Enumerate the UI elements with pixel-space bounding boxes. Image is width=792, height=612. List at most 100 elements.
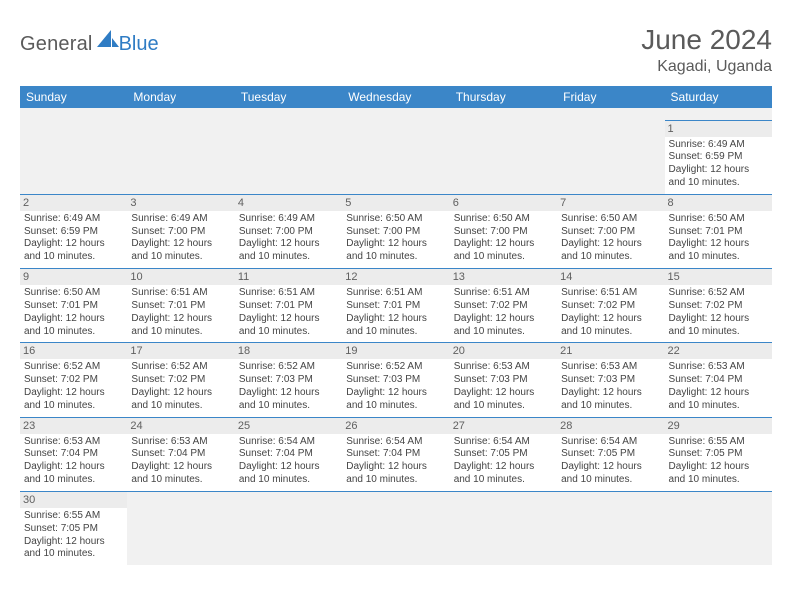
day-cell <box>127 120 234 194</box>
day-cell <box>557 120 664 194</box>
sun-info: Sunrise: 6:50 AMSunset: 7:00 PMDaylight:… <box>346 213 445 264</box>
col-thursday: Thursday <box>450 86 557 108</box>
day-number: 10 <box>127 269 234 285</box>
week-row: 16Sunrise: 6:52 AMSunset: 7:02 PMDayligh… <box>20 343 772 417</box>
daylight-line: Daylight: 12 hours and 10 minutes. <box>561 461 660 487</box>
sun-info: Sunrise: 6:55 AMSunset: 7:05 PMDaylight:… <box>669 436 768 487</box>
sunrise-line: Sunrise: 6:54 AM <box>561 436 660 449</box>
sun-info: Sunrise: 6:52 AMSunset: 7:03 PMDaylight:… <box>239 361 338 412</box>
col-sunday: Sunday <box>20 86 127 108</box>
daylight-line: Daylight: 12 hours and 10 minutes. <box>669 387 768 413</box>
sun-info: Sunrise: 6:53 AMSunset: 7:03 PMDaylight:… <box>454 361 553 412</box>
day-number: 16 <box>20 343 127 359</box>
daylight-line: Daylight: 12 hours and 10 minutes. <box>346 387 445 413</box>
sunset-line: Sunset: 7:04 PM <box>346 448 445 461</box>
sunrise-line: Sunrise: 6:50 AM <box>346 213 445 226</box>
sunrise-line: Sunrise: 6:52 AM <box>346 361 445 374</box>
sunrise-line: Sunrise: 6:51 AM <box>346 287 445 300</box>
sunset-line: Sunset: 7:03 PM <box>454 374 553 387</box>
daylight-line: Daylight: 12 hours and 10 minutes. <box>454 238 553 264</box>
day-cell: 17 Sunrise: 6:52 AMSunset: 7:02 PMDayligh… <box>127 343 234 417</box>
day-number: 25 <box>235 418 342 434</box>
daylight-line: Daylight: 12 hours and 10 minutes. <box>239 461 338 487</box>
day-cell: 27Sunrise: 6:54 AMSunset: 7:05 PMDayligh… <box>450 417 557 491</box>
sun-info: Sunrise: 6:50 AMSunset: 7:00 PMDaylight:… <box>454 213 553 264</box>
sunrise-line: Sunrise: 6:51 AM <box>454 287 553 300</box>
daylight-line: Daylight: 12 hours and 10 minutes. <box>561 387 660 413</box>
daylight-line: Daylight: 12 hours and 10 minutes. <box>669 313 768 339</box>
day-cell: 25Sunrise: 6:54 AMSunset: 7:04 PMDayligh… <box>235 417 342 491</box>
sunset-line: Sunset: 7:01 PM <box>669 226 768 239</box>
sunrise-line: Sunrise: 6:50 AM <box>561 213 660 226</box>
day-cell: 20Sunrise: 6:53 AMSunset: 7:03 PMDayligh… <box>450 343 557 417</box>
day-cell: 6Sunrise: 6:50 AMSunset: 7:00 PMDaylight… <box>450 194 557 268</box>
sunset-line: Sunset: 7:00 PM <box>561 226 660 239</box>
day-number: 8 <box>665 195 772 211</box>
daylight-line: Daylight: 12 hours and 10 minutes. <box>669 164 768 190</box>
daylight-line: Daylight: 12 hours and 10 minutes. <box>239 238 338 264</box>
day-number: 15 <box>665 269 772 285</box>
sunset-line: Sunset: 7:05 PM <box>561 448 660 461</box>
sunset-line: Sunset: 7:03 PM <box>561 374 660 387</box>
sunset-line: Sunset: 6:59 PM <box>24 226 123 239</box>
day-cell: 30Sunrise: 6:55 AMSunset: 7:05 PMDayligh… <box>20 491 127 565</box>
sunset-line: Sunset: 7:03 PM <box>346 374 445 387</box>
sunset-line: Sunset: 7:01 PM <box>131 300 230 313</box>
day-cell <box>20 120 127 194</box>
day-cell: 24Sunrise: 6:53 AMSunset: 7:04 PMDayligh… <box>127 417 234 491</box>
day-cell <box>342 120 449 194</box>
sunset-line: Sunset: 7:00 PM <box>346 226 445 239</box>
day-number: 17 <box>127 343 234 359</box>
day-number: 4 <box>235 195 342 211</box>
sun-info: Sunrise: 6:50 AMSunset: 7:00 PMDaylight:… <box>561 213 660 264</box>
day-cell <box>127 491 234 565</box>
day-number: 29 <box>665 418 772 434</box>
daylight-line: Daylight: 12 hours and 10 minutes. <box>239 387 338 413</box>
sun-info: Sunrise: 6:52 AMSunset: 7:02 PMDaylight:… <box>131 361 230 412</box>
sunrise-line: Sunrise: 6:50 AM <box>669 213 768 226</box>
sunrise-line: Sunrise: 6:49 AM <box>24 213 123 226</box>
day-cell: 3 Sunrise: 6:49 AMSunset: 7:00 PMDaylight… <box>127 194 234 268</box>
daylight-line: Daylight: 12 hours and 10 minutes. <box>131 238 230 264</box>
sun-info: Sunrise: 6:54 AMSunset: 7:05 PMDaylight:… <box>561 436 660 487</box>
day-cell: 11Sunrise: 6:51 AMSunset: 7:01 PMDayligh… <box>235 269 342 343</box>
sunset-line: Sunset: 7:02 PM <box>669 300 768 313</box>
sunrise-line: Sunrise: 6:51 AM <box>131 287 230 300</box>
sun-info: Sunrise: 6:49 AMSunset: 7:00 PMDaylight:… <box>131 213 230 264</box>
sunset-line: Sunset: 7:02 PM <box>561 300 660 313</box>
sunset-line: Sunset: 7:01 PM <box>24 300 123 313</box>
daylight-line: Daylight: 12 hours and 10 minutes. <box>669 238 768 264</box>
day-number: 12 <box>342 269 449 285</box>
week-row: 9Sunrise: 6:50 AMSunset: 7:01 PMDaylight… <box>20 269 772 343</box>
day-cell: 23Sunrise: 6:53 AMSunset: 7:04 PMDayligh… <box>20 417 127 491</box>
week-row: 2Sunrise: 6:49 AMSunset: 6:59 PMDaylight… <box>20 194 772 268</box>
sunrise-line: Sunrise: 6:54 AM <box>454 436 553 449</box>
sunrise-line: Sunrise: 6:49 AM <box>131 213 230 226</box>
daylight-line: Daylight: 12 hours and 10 minutes. <box>669 461 768 487</box>
sunrise-line: Sunrise: 6:50 AM <box>454 213 553 226</box>
sunrise-line: Sunrise: 6:53 AM <box>131 436 230 449</box>
daylight-line: Daylight: 12 hours and 10 minutes. <box>239 313 338 339</box>
day-number: 9 <box>20 269 127 285</box>
day-cell: 29 Sunrise: 6:55 AMSunset: 7:05 PMDayligh… <box>665 417 772 491</box>
daylight-line: Daylight: 12 hours and 10 minutes. <box>24 536 123 562</box>
sun-info: Sunrise: 6:51 AMSunset: 7:02 PMDaylight:… <box>561 287 660 338</box>
day-cell <box>557 491 664 565</box>
day-cell: 1Sunrise: 6:49 AMSunset: 6:59 PMDaylight… <box>665 120 772 194</box>
sunset-line: Sunset: 7:04 PM <box>239 448 338 461</box>
day-cell: 19Sunrise: 6:52 AMSunset: 7:03 PMDayligh… <box>342 343 449 417</box>
sunrise-line: Sunrise: 6:55 AM <box>24 510 123 523</box>
calendar-table: Sunday Monday Tuesday Wednesday Thursday… <box>20 86 772 565</box>
day-cell: 8 Sunrise: 6:50 AMSunset: 7:01 PMDaylight… <box>665 194 772 268</box>
daylight-line: Daylight: 12 hours and 10 minutes. <box>454 313 553 339</box>
logo: General Blue <box>20 30 159 58</box>
day-number: 3 <box>127 195 234 211</box>
sunset-line: Sunset: 7:04 PM <box>24 448 123 461</box>
day-number: 24 <box>127 418 234 434</box>
col-tuesday: Tuesday <box>235 86 342 108</box>
week-row: 1Sunrise: 6:49 AMSunset: 6:59 PMDaylight… <box>20 120 772 194</box>
daylight-line: Daylight: 12 hours and 10 minutes. <box>454 387 553 413</box>
day-cell <box>235 491 342 565</box>
col-saturday: Saturday <box>665 86 772 108</box>
day-number: 2 <box>20 195 127 211</box>
